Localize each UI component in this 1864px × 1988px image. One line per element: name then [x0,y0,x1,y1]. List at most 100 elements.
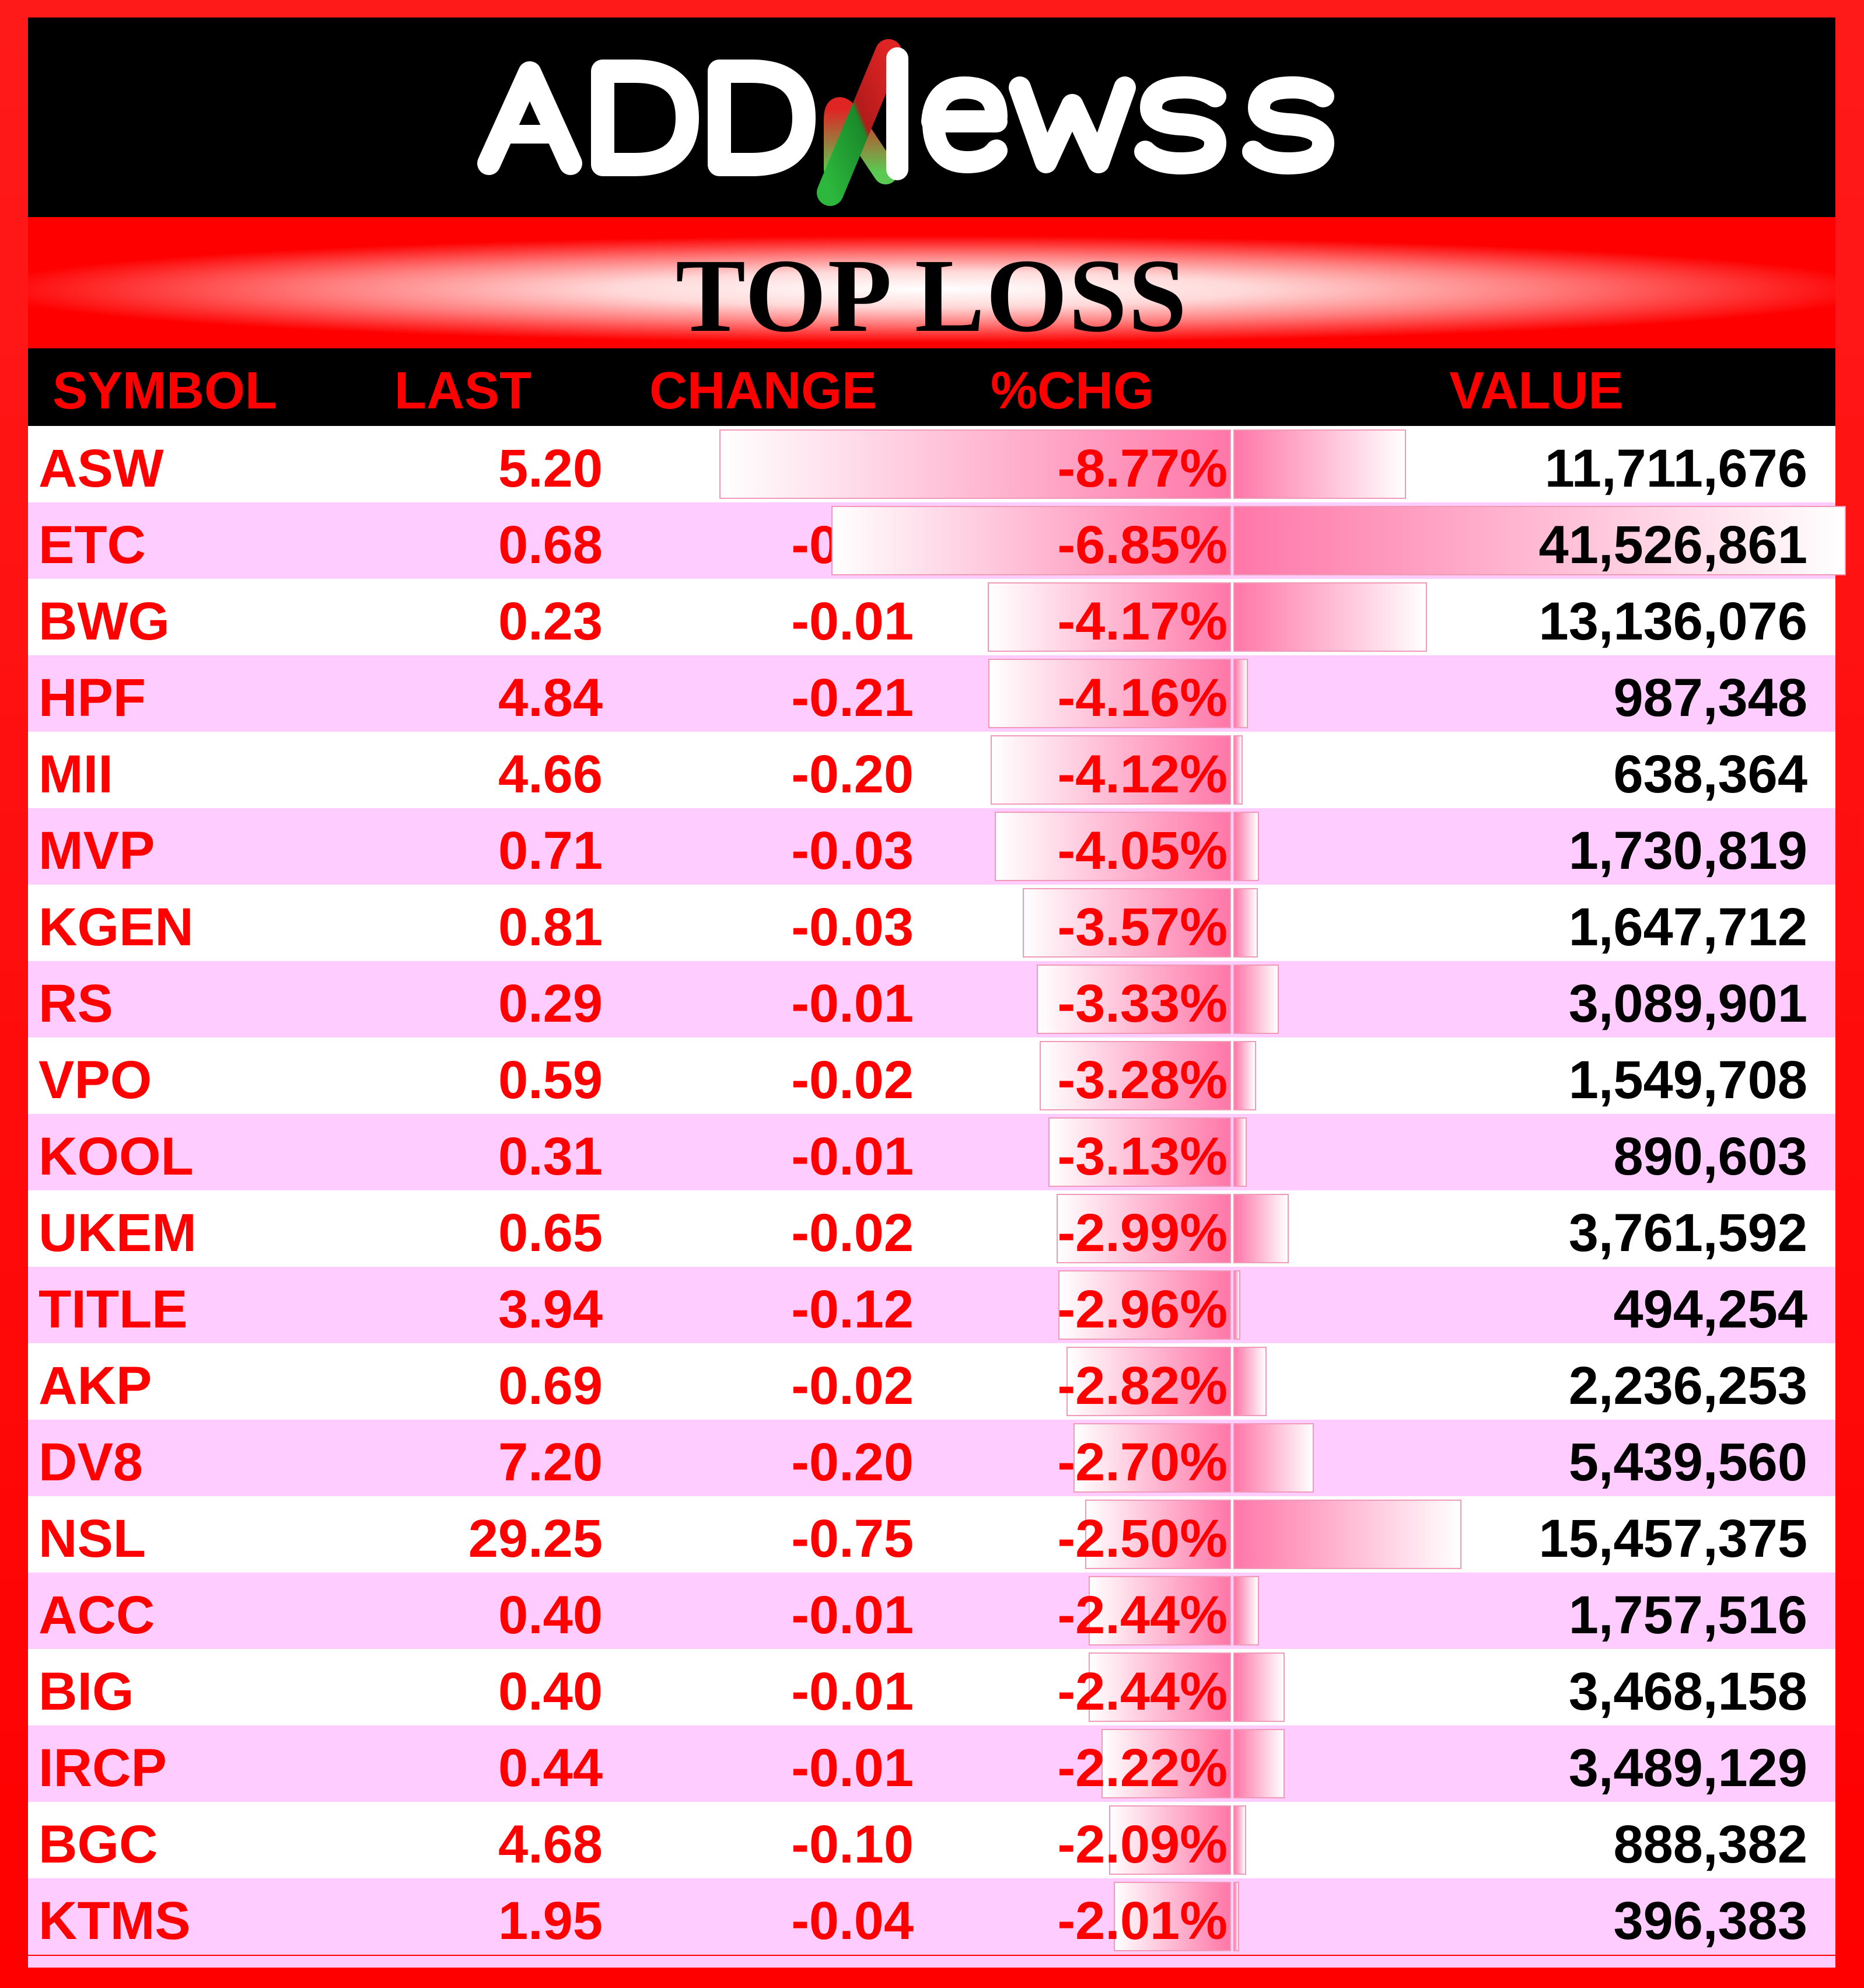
value-bar [1233,1576,1260,1645]
value-cell: 1,730,819 [1568,821,1807,881]
table-row: UKEM 0.65 -0.02 -2.99% 3,761,592 [28,1190,1835,1267]
change-cell: -0.01 [791,592,914,651]
value-bar [1233,429,1407,499]
pct-change-bar [1037,965,1231,1034]
pct-change-cell: -4.17% [1057,592,1228,651]
table-row: BGC 4.68 -0.10 -2.09% 888,382 [28,1802,1835,1878]
table-row: DV8 7.20 -0.20 -2.70% 5,439,560 [28,1420,1835,1496]
symbol-cell: NSL [39,1509,146,1568]
table-row: BWG 0.23 -0.01 -4.17% 13,136,076 [28,579,1835,655]
pct-change-cell: -4.16% [1057,668,1228,728]
table-row: BIG 0.40 -0.01 -2.44% 3,468,158 [28,1649,1835,1725]
last-price-cell: 0.69 [498,1356,603,1416]
pct-change-bar [719,429,1231,499]
pct-change-cell: -2.96% [1057,1280,1228,1339]
change-cell: -0.20 [791,1433,914,1492]
symbol-cell: BGC [39,1815,158,1874]
change-cell: -0.04 [791,1891,914,1951]
symbol-cell: AKP [39,1356,152,1416]
brand-header [28,18,1835,217]
table-row: AKP 0.69 -0.02 -2.82% 2,236,253 [28,1343,1835,1420]
pct-change-bar [1048,1117,1231,1187]
last-price-cell: 0.44 [498,1738,603,1798]
change-cell: -0.01 [791,1127,914,1186]
value-cell: 1,549,708 [1568,1050,1807,1110]
pct-change-bar [988,582,1231,652]
pct-change-cell: -3.57% [1057,897,1228,957]
symbol-cell: MII [39,745,113,804]
value-bar [1233,735,1243,805]
pct-change-bar [1109,1805,1231,1875]
value-cell: 1,647,712 [1568,897,1807,957]
change-cell: -0.01 [791,1738,914,1798]
table-row: KOOL 0.31 -0.01 -3.13% 890,603 [28,1114,1835,1190]
table-row: TITLE 3.94 -0.12 -2.96% 494,254 [28,1267,1835,1343]
pct-change-bar [1040,1041,1231,1110]
value-bar [1233,1194,1289,1263]
symbol-cell: DV8 [39,1433,143,1492]
last-price-cell: 0.40 [498,1585,603,1645]
table-row: VPO 0.59 -0.02 -3.28% 1,549,708 [28,1037,1835,1114]
value-cell: 1,757,516 [1568,1585,1807,1645]
pct-change-cell: -8.77% [1057,439,1228,498]
value-cell: 41,526,861 [1538,515,1807,575]
table-header: SYMBOL LAST CHANGE %CHG VALUE [28,348,1835,426]
last-price-cell: 4.68 [498,1815,603,1874]
pct-change-bar [1058,1270,1231,1340]
table-row: KTMS 1.95 -0.04 -2.01% 396,383 [28,1878,1835,1955]
value-cell: 15,457,375 [1538,1509,1807,1568]
change-cell: -0.20 [791,745,914,804]
last-price-cell: 0.59 [498,1050,603,1110]
column-header-value: VALUE [1449,362,1624,420]
value-cell: 3,089,901 [1568,974,1807,1033]
change-cell: -0.03 [791,821,914,881]
last-price-cell: 0.40 [498,1662,603,1721]
last-price-cell: 0.71 [498,821,603,881]
pct-change-cell: -2.44% [1057,1662,1228,1721]
change-cell: -0.21 [791,668,914,728]
symbol-cell: BIG [39,1662,134,1721]
table-bottom-strip [28,1956,1835,1968]
value-bar [1233,888,1258,958]
value-cell: 888,382 [1613,1815,1807,1874]
value-bar [1233,582,1428,652]
last-price-cell: 3.94 [498,1280,603,1339]
change-cell: -0.12 [791,1280,914,1339]
table-row: HPF 4.84 -0.21 -4.16% 987,348 [28,655,1835,732]
table-row: RS 0.29 -0.01 -3.33% 3,089,901 [28,961,1835,1037]
title-band: TOP LOSS [28,217,1835,354]
value-bar [1233,1652,1285,1722]
pct-change-bar [991,735,1231,805]
value-cell: 13,136,076 [1538,592,1807,651]
pct-change-cell: -2.70% [1057,1433,1228,1492]
symbol-cell: IRCP [39,1738,167,1798]
value-bar [1233,506,1846,575]
value-bar [1233,1729,1285,1798]
value-cell: 494,254 [1613,1280,1807,1339]
value-cell: 11,711,676 [1544,439,1807,498]
table-row: KGEN 0.81 -0.03 -3.57% 1,647,712 [28,885,1835,961]
change-cell: -0.01 [791,974,914,1033]
change-cell: -0.02 [791,1203,914,1263]
value-cell: 3,761,592 [1568,1203,1807,1263]
last-price-cell: 0.65 [498,1203,603,1263]
value-bar [1233,1117,1247,1187]
value-cell: 638,364 [1613,745,1807,804]
pct-change-cell: -6.85% [1057,515,1228,575]
last-price-cell: 0.31 [498,1127,603,1186]
value-bar [1233,1882,1240,1951]
last-price-cell: 1.95 [498,1891,603,1951]
column-header-last: LAST [394,362,531,420]
last-price-cell: 7.20 [498,1433,603,1492]
pct-change-bar [1101,1729,1231,1798]
table-row: IRCP 0.44 -0.01 -2.22% 3,489,129 [28,1725,1835,1802]
value-bar [1233,1500,1461,1569]
pct-change-cell: -2.82% [1057,1356,1228,1416]
pct-change-bar [1089,1652,1231,1722]
column-header-change: CHANGE [649,362,877,420]
symbol-cell: ASW [39,439,164,498]
symbol-cell: TITLE [39,1280,188,1339]
value-bar [1233,1270,1241,1340]
pct-change-bar [831,506,1231,575]
